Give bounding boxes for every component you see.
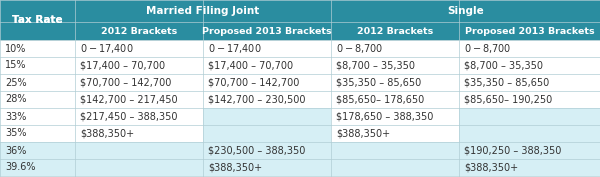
Bar [75, 125, 203, 142]
Text: 39.6%: 39.6% [5, 162, 35, 173]
Bar [331, 22, 459, 40]
Bar [459, 108, 600, 125]
Bar [203, 22, 331, 40]
Bar [203, 159, 331, 176]
Text: $388,350+: $388,350+ [80, 129, 134, 138]
Text: 15%: 15% [5, 61, 26, 70]
Text: $8,700 – 35,350: $8,700 – 35,350 [464, 61, 543, 70]
Bar [459, 40, 600, 57]
Text: $70,700 – 142,700: $70,700 – 142,700 [208, 78, 299, 87]
Text: $388,350+: $388,350+ [208, 162, 262, 173]
Text: $70,700 – 142,700: $70,700 – 142,700 [80, 78, 172, 87]
Bar [203, 125, 331, 142]
Bar [75, 74, 203, 91]
Bar [459, 57, 600, 74]
Text: $190,250 – 388,350: $190,250 – 388,350 [464, 145, 562, 156]
Text: Proposed 2013 Brackets: Proposed 2013 Brackets [202, 27, 332, 36]
Text: 28%: 28% [5, 95, 26, 104]
Bar [75, 159, 203, 176]
Bar [331, 0, 600, 22]
Bar [203, 142, 331, 159]
Text: Tax Rate: Tax Rate [12, 15, 63, 25]
Text: $388,350+: $388,350+ [336, 129, 390, 138]
Text: 33%: 33% [5, 112, 26, 121]
Bar [459, 159, 600, 176]
Text: 2012 Brackets: 2012 Brackets [357, 27, 433, 36]
Bar [459, 142, 600, 159]
Bar [459, 91, 600, 108]
Text: $142,700 – 217,450: $142,700 – 217,450 [80, 95, 178, 104]
Bar [75, 0, 331, 22]
Bar [331, 125, 459, 142]
Text: $0 - $17,400: $0 - $17,400 [208, 42, 262, 55]
Bar [203, 40, 331, 57]
Text: $178,650 – 388,350: $178,650 – 388,350 [336, 112, 433, 121]
Bar [203, 108, 331, 125]
Bar [0, 159, 75, 176]
Bar [0, 57, 75, 74]
Text: $85,650– 178,650: $85,650– 178,650 [336, 95, 424, 104]
Text: $35,350 – 85,650: $35,350 – 85,650 [336, 78, 421, 87]
Text: Single: Single [447, 6, 484, 16]
Text: $35,350 – 85,650: $35,350 – 85,650 [464, 78, 549, 87]
Bar [75, 22, 203, 40]
Bar [75, 57, 203, 74]
Bar [0, 108, 75, 125]
Text: 25%: 25% [5, 78, 26, 87]
Bar [331, 159, 459, 176]
Bar [459, 125, 600, 142]
Text: $0 - $8,700: $0 - $8,700 [336, 42, 383, 55]
Bar [0, 74, 75, 91]
Bar [331, 91, 459, 108]
Bar [75, 91, 203, 108]
Bar [75, 142, 203, 159]
Text: 10%: 10% [5, 44, 26, 53]
Bar [331, 74, 459, 91]
Bar [203, 91, 331, 108]
Text: $8,700 – 35,350: $8,700 – 35,350 [336, 61, 415, 70]
Bar [0, 142, 75, 159]
Bar [459, 74, 600, 91]
Text: $388,350+: $388,350+ [464, 162, 518, 173]
Text: $17,400 – 70,700: $17,400 – 70,700 [208, 61, 293, 70]
Text: $0 - $17,400: $0 - $17,400 [80, 42, 134, 55]
Bar [0, 40, 75, 57]
Text: Married Filing Joint: Married Filing Joint [146, 6, 260, 16]
Text: $217,450 – 388,350: $217,450 – 388,350 [80, 112, 178, 121]
Text: 35%: 35% [5, 129, 26, 138]
Bar [331, 108, 459, 125]
Text: 2012 Brackets: 2012 Brackets [101, 27, 177, 36]
Bar [0, 0, 75, 40]
Bar [331, 142, 459, 159]
Text: $17,400 – 70,700: $17,400 – 70,700 [80, 61, 165, 70]
Bar [459, 22, 600, 40]
Bar [331, 40, 459, 57]
Bar [0, 91, 75, 108]
Bar [203, 74, 331, 91]
Bar [331, 57, 459, 74]
Text: Proposed 2013 Brackets: Proposed 2013 Brackets [464, 27, 595, 36]
Text: $142,700 – 230,500: $142,700 – 230,500 [208, 95, 305, 104]
Bar [0, 125, 75, 142]
Text: $0 - $8,700: $0 - $8,700 [464, 42, 511, 55]
Text: $85,650– 190,250: $85,650– 190,250 [464, 95, 552, 104]
Text: $230,500 – 388,350: $230,500 – 388,350 [208, 145, 305, 156]
Bar [203, 57, 331, 74]
Bar [75, 108, 203, 125]
Bar [75, 40, 203, 57]
Text: 36%: 36% [5, 145, 26, 156]
Text: Tax Rate: Tax Rate [12, 15, 63, 25]
